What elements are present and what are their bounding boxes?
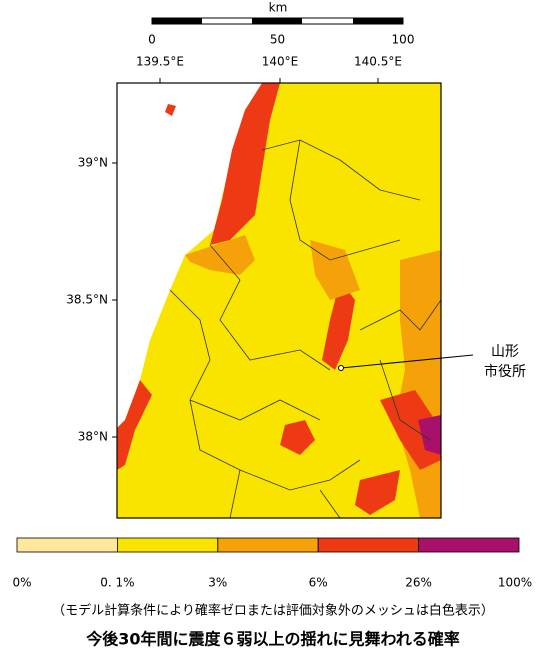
map: [116, 82, 442, 519]
scale-bar: [151, 17, 404, 25]
legend-label: 6%: [309, 576, 328, 590]
legend-swatch: [217, 537, 319, 553]
title: 今後30年間に震度６弱以上の揺れに見舞われる確率: [85, 630, 459, 649]
legend-swatch: [117, 537, 219, 553]
lat-label: 39°N: [78, 156, 108, 170]
note: （モデル計算条件により確率ゼロまたは評価対象外のメッシュは白色表示）: [52, 603, 494, 619]
scale-tick-label: 0: [148, 33, 156, 47]
legend-swatch: [418, 537, 520, 553]
lat-label: 38.5°N: [66, 293, 108, 307]
marker-label: 市役所: [484, 363, 526, 380]
scale-tick-label: 100: [392, 33, 415, 47]
lon-label: 140°E: [262, 55, 299, 69]
scale-unit: km: [269, 1, 288, 15]
legend-label: 26%: [405, 576, 432, 590]
legend-swatch: [317, 537, 420, 553]
lon-label: 139.5°E: [136, 55, 184, 69]
legend-swatch: [16, 537, 118, 553]
legend-label: 0%: [12, 576, 31, 590]
lon-ticks: [112, 78, 379, 438]
lon-label: 140.5°E: [354, 55, 402, 69]
legend-label: 100%: [498, 576, 532, 590]
marker-label: 山形: [491, 344, 519, 360]
lat-label: 38°N: [78, 430, 108, 444]
marker-leader: [340, 354, 474, 369]
marker-point: [338, 365, 344, 371]
scale-tick-label: 50: [270, 33, 285, 47]
legend-label: 3%: [208, 576, 227, 590]
legend-label: 0. 1%: [100, 576, 134, 590]
